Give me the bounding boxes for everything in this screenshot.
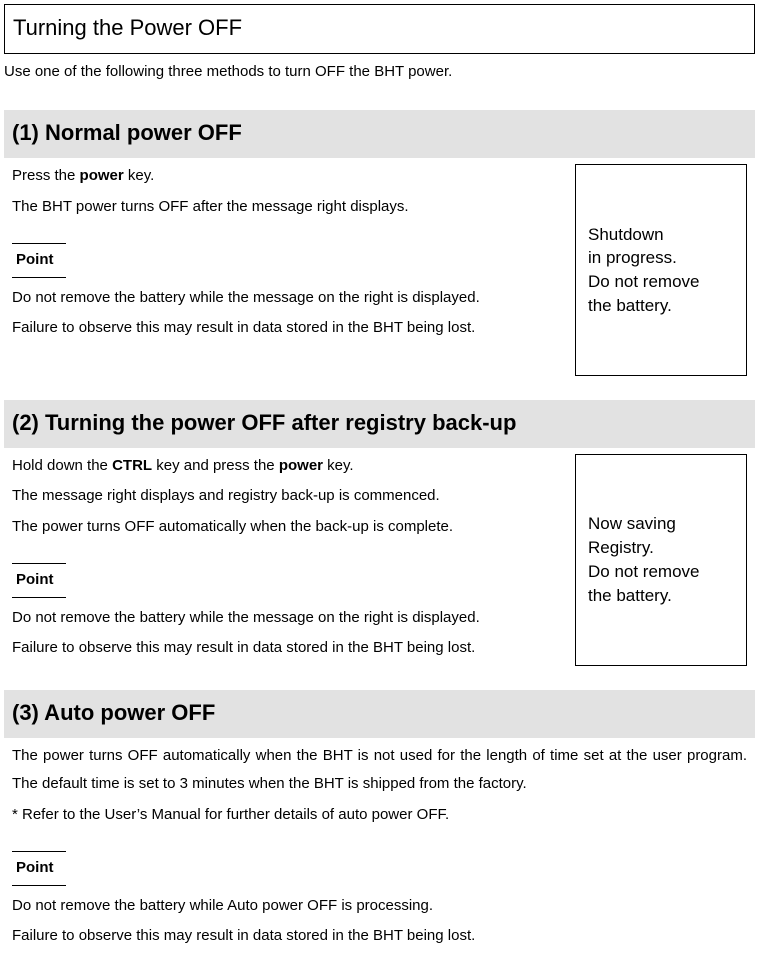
section2-line1: Hold down the CTRL key and press the pow… bbox=[12, 452, 563, 481]
screen-line: the battery. bbox=[588, 584, 734, 608]
screen-line: Do not remove bbox=[588, 270, 734, 294]
section2-line3: The power turns OFF automatically when t… bbox=[12, 513, 563, 542]
text-fragment: Press the bbox=[12, 167, 80, 184]
section1-point2: Failure to observe this may result in da… bbox=[12, 314, 563, 343]
screen-box: Now saving Registry. Do not remove the b… bbox=[575, 454, 747, 666]
screen-line: Registry. bbox=[588, 536, 734, 560]
section3-line2: * Refer to the User’s Manual for further… bbox=[12, 801, 747, 830]
section1-point1: Do not remove the battery while the mess… bbox=[12, 284, 563, 313]
key-ctrl: CTRL bbox=[112, 457, 152, 474]
point-label: Point bbox=[12, 563, 66, 598]
section1-text: Press the power key. The BHT power turns… bbox=[12, 162, 575, 345]
section2-body: Hold down the CTRL key and press the pow… bbox=[4, 448, 755, 666]
section3-body: The power turns OFF automatically when t… bbox=[4, 738, 755, 951]
text-fragment: Hold down the bbox=[12, 457, 112, 474]
section1-line2: The BHT power turns OFF after the messag… bbox=[12, 193, 563, 222]
section2-point1: Do not remove the battery while the mess… bbox=[12, 604, 563, 633]
section2-header: (2) Turning the power OFF after registry… bbox=[4, 400, 755, 448]
screen-line: the battery. bbox=[588, 294, 734, 318]
key-power: power bbox=[80, 167, 124, 184]
key-power: power bbox=[279, 457, 323, 474]
section1-body: Press the power key. The BHT power turns… bbox=[4, 158, 755, 376]
section3-line1: The power turns OFF automatically when t… bbox=[12, 742, 747, 799]
text-fragment: key and press the bbox=[152, 457, 279, 474]
section2-line2: The message right displays and registry … bbox=[12, 482, 563, 511]
section3-point2: Failure to observe this may result in da… bbox=[12, 922, 747, 951]
point-label: Point bbox=[12, 851, 66, 886]
point-label: Point bbox=[12, 243, 66, 278]
intro-text: Use one of the following three methods t… bbox=[4, 58, 755, 87]
screen-line: Now saving bbox=[588, 512, 734, 536]
section1-screen: Shutdown in progress. Do not remove the … bbox=[575, 162, 747, 376]
section3-header: (3) Auto power OFF bbox=[4, 690, 755, 738]
section2-point2: Failure to observe this may result in da… bbox=[12, 634, 563, 663]
section3-point1: Do not remove the battery while Auto pow… bbox=[12, 892, 747, 921]
section1-line1: Press the power key. bbox=[12, 162, 563, 191]
screen-line: Do not remove bbox=[588, 560, 734, 584]
screen-line: Shutdown bbox=[588, 223, 734, 247]
screen-box: Shutdown in progress. Do not remove the … bbox=[575, 164, 747, 376]
screen-line: in progress. bbox=[588, 246, 734, 270]
text-fragment: key. bbox=[323, 457, 354, 474]
section2-screen: Now saving Registry. Do not remove the b… bbox=[575, 452, 747, 666]
text-fragment: key. bbox=[124, 167, 155, 184]
section2-text: Hold down the CTRL key and press the pow… bbox=[12, 452, 575, 665]
page-title: Turning the Power OFF bbox=[4, 4, 755, 54]
section1-header: (1) Normal power OFF bbox=[4, 110, 755, 158]
